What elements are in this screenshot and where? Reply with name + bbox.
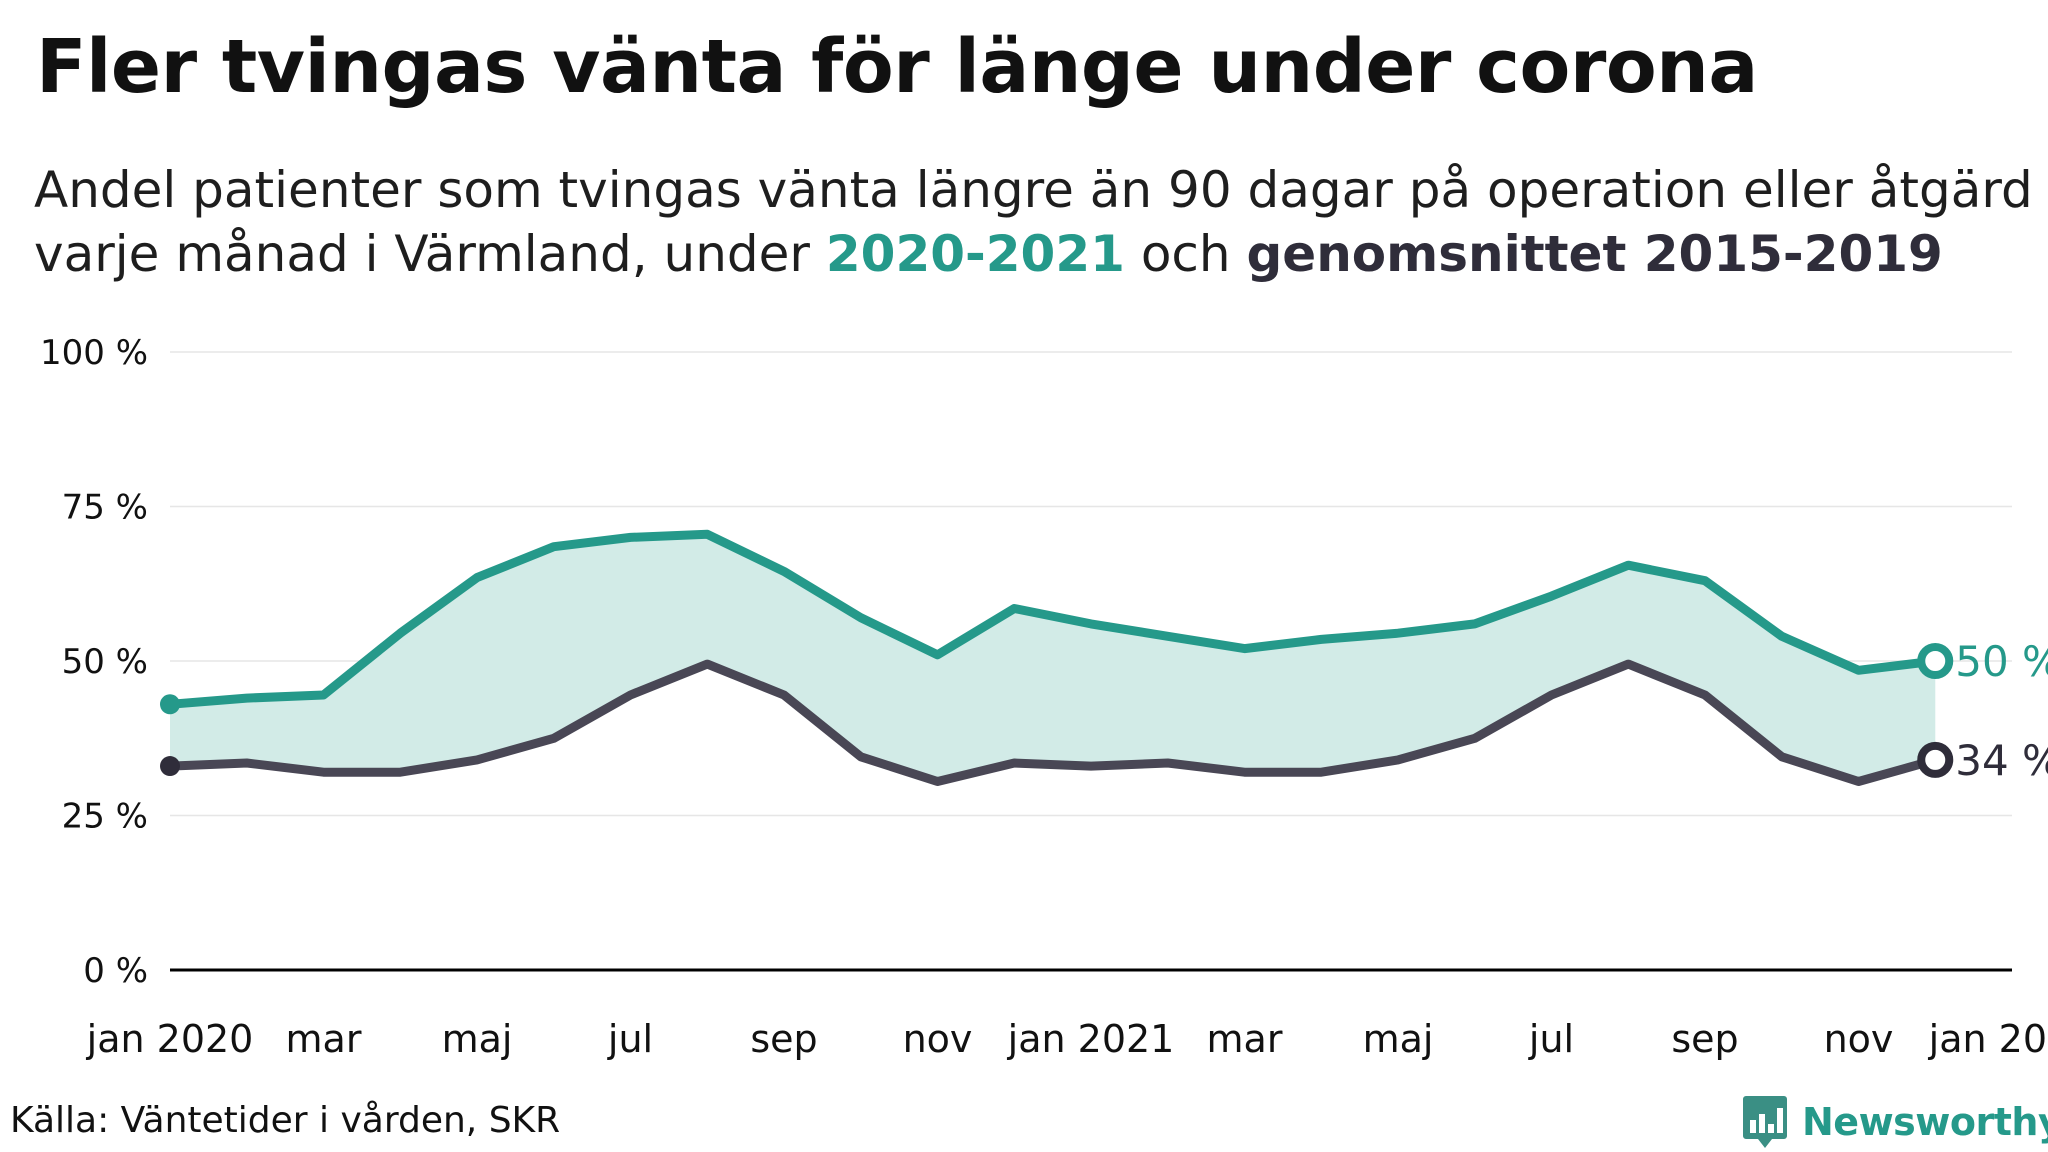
x-tick-label: jan 2021 <box>1007 1017 1175 1061</box>
x-tick-label: nov <box>903 1017 973 1061</box>
start-marker-2020-2021 <box>160 694 180 714</box>
y-tick-label: 25 % <box>62 797 148 837</box>
end-marker-average <box>1921 746 1949 774</box>
x-tick-label: nov <box>1824 1017 1894 1061</box>
x-tick-label: mar <box>286 1017 362 1061</box>
y-tick-label: 75 % <box>62 488 148 528</box>
x-tick-label: sep <box>1671 1017 1738 1061</box>
x-tick-label: maj <box>442 1017 513 1061</box>
x-tick-label: sep <box>750 1017 817 1061</box>
end-label-average: 34 % <box>1955 736 2048 785</box>
y-tick-label: 0 % <box>83 951 148 991</box>
end-label-2020-2021: 50 % <box>1955 637 2048 686</box>
end-labels: 50 % 34 % <box>1955 637 2048 785</box>
logo-text: Newsworthy <box>1802 1100 2048 1144</box>
x-tick-label: jul <box>607 1017 653 1061</box>
newsworthy-chart-icon <box>1742 1094 1788 1150</box>
x-tick-label: maj <box>1363 1017 1434 1061</box>
newsworthy-logo: Newsworthy <box>1742 1092 2048 1152</box>
x-axis-ticks: jan 2020 mar maj jul sep nov jan 2021 mar maj jul… <box>86 1017 2048 1061</box>
end-marker-2020-2021 <box>1921 647 1949 675</box>
y-tick-label: 100 % <box>40 333 148 373</box>
y-tick-label: 50 % <box>62 642 148 682</box>
x-tick-label: jul <box>1528 1017 1574 1061</box>
start-marker-average <box>160 756 180 776</box>
source-note: Källa: Väntetider i vården, SKR <box>10 1100 560 1141</box>
x-tick-label: jan 2020 <box>86 1017 254 1061</box>
line-chart: 0 % 25 % 50 % 75 % 100 % jan 2020 mar maj jul se… <box>0 0 2048 1152</box>
x-tick-label: mar <box>1207 1017 1283 1061</box>
y-axis-ticks: 0 % 25 % 50 % 75 % 100 % <box>40 333 148 991</box>
x-tick-label: jan 2022 <box>1928 1017 2048 1061</box>
